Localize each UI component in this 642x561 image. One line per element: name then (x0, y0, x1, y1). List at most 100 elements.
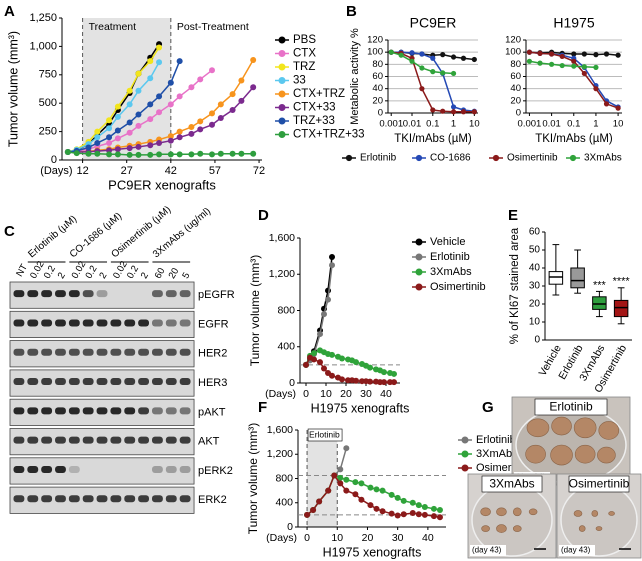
data-point (188, 151, 195, 158)
data-point (409, 58, 415, 64)
data-point (321, 311, 327, 318)
y-tick-label: 20 (510, 95, 521, 106)
data-point (460, 55, 467, 61)
blot-band (82, 290, 94, 298)
data-point (188, 124, 195, 131)
blot-band (110, 407, 122, 415)
blot-band (179, 436, 191, 444)
data-point (343, 487, 350, 494)
data-point (430, 505, 437, 512)
x-tick-label: 27 (121, 165, 133, 177)
blot-band (179, 495, 191, 503)
blot-band (165, 436, 177, 444)
data-point (391, 370, 397, 377)
data-point (430, 107, 436, 113)
data-point (167, 137, 174, 144)
legend-label: CTX (293, 48, 316, 60)
y-tick-label: 1,200 (267, 448, 293, 460)
blot-band (13, 407, 25, 415)
legend-label: 33 (293, 75, 306, 87)
data-point (135, 122, 142, 129)
data-point (250, 57, 257, 64)
data-point (440, 70, 446, 76)
y-axis-title: Tumor volume (mm³) (248, 255, 262, 367)
data-point (250, 150, 257, 157)
data-point (415, 511, 422, 518)
row-label: pAKT (198, 406, 226, 418)
data-point (436, 514, 443, 521)
data-point (188, 130, 195, 137)
data-point (430, 69, 436, 75)
data-point (147, 101, 154, 108)
lane-label: NT (14, 262, 30, 279)
y-axis-title: Tumor volume (mm³) (6, 31, 20, 147)
data-point (381, 369, 387, 376)
data-point (337, 474, 344, 481)
data-point (176, 151, 183, 158)
data-point (337, 466, 344, 473)
blot-band (27, 407, 39, 415)
data-point (114, 135, 121, 142)
data-point (353, 359, 359, 366)
blot-band (152, 290, 163, 298)
blot-band (110, 378, 122, 386)
blot-band (138, 436, 149, 444)
x-tick-label: 20 (340, 388, 352, 400)
data-point (176, 134, 183, 141)
photo-label-box (568, 475, 630, 493)
data-point (436, 507, 443, 514)
data-point (156, 139, 163, 146)
row-label: AKT (198, 436, 220, 448)
data-point (603, 101, 610, 107)
legend-marker (415, 238, 423, 246)
y-tick-label: 0 (534, 335, 540, 346)
data-point (176, 128, 183, 135)
photo-day: (day 43) (561, 546, 591, 555)
legend-label: Erlotinib (360, 153, 397, 164)
legend-label: Osimertinib (430, 281, 486, 293)
data-point (450, 109, 457, 115)
legend-marker (415, 154, 423, 162)
data-point (135, 87, 142, 94)
blot-band (165, 378, 177, 386)
legend-marker (569, 154, 577, 162)
blot-band (27, 495, 39, 503)
data-point (126, 151, 133, 158)
blot-strip (9, 457, 195, 485)
data-point (367, 364, 373, 371)
blot-band (138, 495, 149, 503)
data-point (353, 377, 359, 384)
blot-band (82, 378, 94, 386)
legend-label: Erlotinib (430, 251, 470, 263)
blot-band (138, 378, 149, 386)
data-point (147, 75, 154, 82)
data-point (329, 351, 335, 358)
blot-band (82, 407, 94, 415)
data-point (331, 472, 338, 479)
blot-band (82, 495, 94, 503)
data-point (304, 511, 311, 518)
y-tick-label: 80 (510, 59, 521, 70)
data-point (114, 127, 121, 134)
x-tick-label: 0.1 (567, 119, 580, 130)
day-box (559, 545, 595, 556)
blot-strip (9, 281, 195, 309)
tumor (598, 421, 620, 440)
x-axis-title: H1975 xenografts (323, 545, 422, 559)
lane-label: 2 (139, 271, 151, 281)
data-point (106, 134, 113, 141)
legend-marker (278, 104, 286, 111)
data-point (135, 111, 142, 118)
blot-band (82, 436, 94, 444)
chart-title: H1975 (553, 15, 594, 31)
x-unit-label: (Days) (40, 165, 72, 177)
legend-marker (415, 268, 423, 276)
data-point (593, 64, 599, 70)
data-point (343, 445, 350, 452)
data-point (373, 486, 380, 493)
tumor (512, 525, 522, 532)
blot-band (179, 319, 191, 327)
lane-label: 20 (167, 266, 182, 281)
legend-label: TRZ+33 (293, 115, 335, 127)
x-tick-label: 57 (209, 165, 221, 177)
